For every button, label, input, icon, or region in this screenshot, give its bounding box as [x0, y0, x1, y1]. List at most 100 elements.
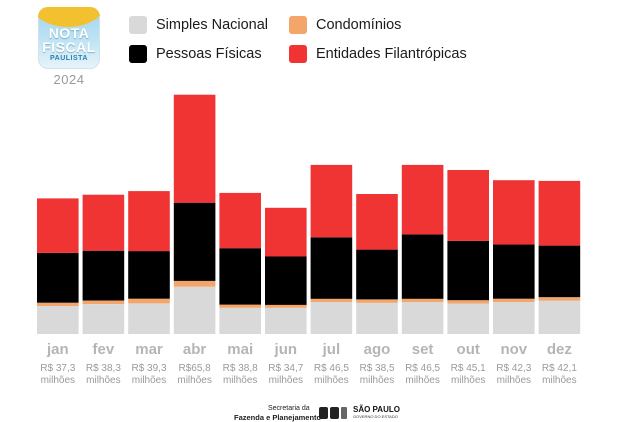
footer-logos: Secretaria da Fazenda e Planejamento SÃO…: [220, 400, 460, 422]
total-unit-ago: milhões: [360, 375, 394, 386]
x-tick-label-mai: mai: [227, 341, 253, 358]
x-tick-label-out: out: [457, 341, 480, 358]
bar-dez-entidades-filantropicas: [538, 180, 581, 246]
total-label-fev: R$ 38,3: [86, 363, 121, 374]
bar-nov-condominios: [493, 298, 535, 302]
legend-label-pessoas-fisicas: Pessoas Físicas: [156, 46, 262, 62]
bar-jul-condominios: [310, 298, 353, 302]
bar-mai-entidades-filantropicas: [219, 192, 261, 249]
bar-mai-pessoas-fisicas: [219, 248, 261, 305]
bar-jan-condominios: [37, 302, 79, 306]
x-tick-label-fev: fev: [93, 341, 115, 358]
total-unit-dez: milhões: [542, 375, 576, 386]
total-label-mar: R$ 39,3: [131, 363, 166, 374]
total-label-jan: R$ 37,3: [40, 363, 75, 374]
bar-jun-simples-nacional: [265, 307, 307, 334]
nota-fiscal-paulista-logo: NOTA FISCAL PAULISTA: [38, 7, 100, 69]
bar-abr-entidades-filantropicas: [173, 94, 216, 203]
x-tick-label-abr: abr: [183, 341, 207, 358]
total-unit-set: milhões: [405, 375, 439, 386]
total-unit-mai: milhões: [223, 375, 257, 386]
total-unit-jul: milhões: [314, 375, 348, 386]
total-unit-fev: milhões: [86, 375, 120, 386]
bar-nov-entidades-filantropicas: [493, 180, 535, 245]
bar-out-simples-nacional: [447, 303, 489, 334]
legend-label-simples-nacional: Simples Nacional: [156, 17, 269, 33]
total-label-ago: R$ 38,5: [359, 363, 394, 374]
bar-mar-condominios: [128, 298, 170, 304]
bar-dez-pessoas-fisicas: [538, 245, 581, 298]
footer-fazenda: Fazenda e Planejamento: [234, 413, 322, 422]
total-unit-abr: milhões: [177, 375, 211, 386]
legend-item-pessoas-fisicas: Pessoas Físicas: [129, 45, 262, 63]
x-tick-label-jun: jun: [274, 341, 298, 358]
bar-mar-simples-nacional: [128, 303, 170, 334]
sun-shape: [38, 7, 100, 27]
bar-out-pessoas-fisicas: [447, 240, 489, 301]
footer-sao-paulo: SÃO PAULO: [353, 405, 400, 414]
bar-set-pessoas-fisicas: [401, 234, 444, 299]
legend-item-condominios: Condomínios: [289, 16, 401, 34]
bar-jun-condominios: [265, 304, 307, 308]
footer-governo: GOVERNO DO ESTADO: [353, 414, 398, 419]
bar-set-simples-nacional: [401, 302, 444, 334]
logo-line-3: PAULISTA: [50, 55, 88, 62]
bar-mar-entidades-filantropicas: [128, 191, 170, 252]
bar-fev-entidades-filantropicas: [82, 194, 125, 251]
total-unit-mar: milhões: [132, 375, 166, 386]
x-tick-label-mar: mar: [135, 341, 163, 358]
total-label-dez: R$ 42,1: [542, 363, 577, 374]
bar-jan-simples-nacional: [37, 306, 79, 334]
bar-mai-simples-nacional: [219, 307, 261, 334]
legend-label-condominios: Condomínios: [316, 17, 402, 33]
bar-jun-entidades-filantropicas: [265, 207, 307, 257]
bar-abr-simples-nacional: [173, 286, 216, 334]
bar-mar-pessoas-fisicas: [128, 251, 170, 299]
x-tick-label-set: set: [412, 341, 434, 358]
bar-mai-condominios: [219, 304, 261, 308]
logo-line-2: FISCAL: [42, 39, 96, 55]
bar-dez-condominios: [538, 297, 581, 301]
bar-out-entidades-filantropicas: [447, 170, 489, 241]
x-tick-label-jan: jan: [46, 341, 69, 358]
total-label-out: R$ 45,1: [451, 363, 486, 374]
bar-jul-pessoas-fisicas: [310, 237, 353, 299]
sp-emblem-icon: [319, 407, 347, 419]
legend-swatch-condominios: [289, 16, 307, 34]
bar-abr-condominios: [173, 280, 216, 287]
bar-set-entidades-filantropicas: [401, 164, 444, 235]
bar-fev-pessoas-fisicas: [82, 250, 125, 301]
logo-line-1: NOTA: [48, 25, 90, 41]
bar-jul-entidades-filantropicas: [310, 164, 353, 238]
total-label-set: R$ 46,5: [405, 363, 440, 374]
bar-jul-simples-nacional: [310, 302, 353, 334]
bar-ago-condominios: [356, 299, 398, 303]
total-label-nov: R$ 42,3: [496, 363, 531, 374]
total-label-abr: R$65,8: [178, 363, 211, 374]
bar-ago-entidades-filantropicas: [356, 194, 398, 250]
legend-item-entidades-filantropicas: Entidades Filantrópicas: [289, 45, 467, 63]
bar-ago-pessoas-fisicas: [356, 249, 398, 300]
legend-swatch-simples-nacional: [129, 16, 147, 34]
x-tick-label-jul: jul: [322, 341, 341, 358]
total-unit-jun: milhões: [269, 375, 303, 386]
total-unit-nov: milhões: [497, 375, 531, 386]
total-label-jun: R$ 34,7: [268, 363, 303, 374]
bar-set-condominios: [401, 298, 444, 302]
total-unit-jan: milhões: [41, 375, 75, 386]
total-label-jul: R$ 46,5: [314, 363, 349, 374]
total-unit-out: milhões: [451, 375, 485, 386]
bar-fev-simples-nacional: [82, 304, 125, 334]
bar-ago-simples-nacional: [356, 302, 398, 334]
legend-label-entidades-filantropicas: Entidades Filantrópicas: [316, 46, 467, 62]
bar-nov-pessoas-fisicas: [493, 244, 535, 299]
legend-swatch-entidades-filantropicas: [289, 45, 307, 63]
bar-nov-simples-nacional: [493, 302, 535, 334]
bar-out-condominios: [447, 300, 489, 304]
bar-jan-pessoas-fisicas: [37, 252, 79, 303]
bar-fev-condominios: [82, 300, 125, 305]
bar-jan-entidades-filantropicas: [37, 198, 79, 253]
x-tick-label-ago: ago: [364, 341, 391, 358]
bar-dez-simples-nacional: [538, 300, 581, 334]
